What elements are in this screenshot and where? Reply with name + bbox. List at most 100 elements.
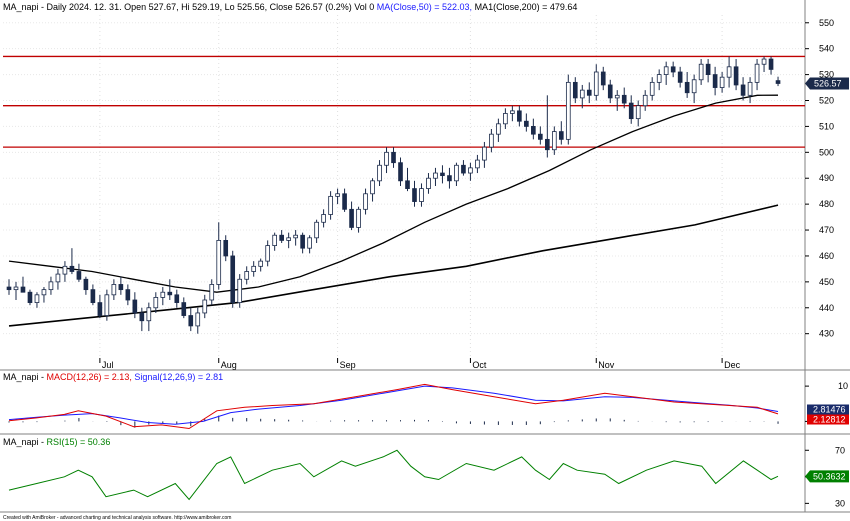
candle	[335, 188, 340, 205]
candle-body	[551, 131, 557, 151]
candle-body	[90, 289, 96, 303]
candle	[440, 165, 445, 184]
candle	[461, 160, 466, 176]
candle-body	[726, 66, 732, 78]
candle	[216, 222, 222, 290]
candle-body	[83, 278, 89, 291]
candle-body	[363, 193, 368, 210]
candle-body	[398, 162, 403, 182]
candle-body	[279, 234, 284, 241]
candle	[146, 302, 152, 332]
candle	[62, 261, 68, 282]
candle	[726, 56, 732, 88]
candle-body	[496, 123, 501, 135]
candle-body	[733, 66, 739, 86]
time-tick-label: Nov	[598, 360, 615, 370]
candle-body	[531, 126, 536, 135]
candle	[775, 76, 781, 87]
candle-body	[377, 164, 382, 182]
candle-body	[41, 289, 47, 296]
candle	[209, 279, 215, 306]
candle-body	[705, 63, 711, 75]
candle	[342, 188, 347, 212]
candle	[391, 147, 396, 168]
candle-body	[663, 66, 669, 75]
candle	[111, 279, 117, 300]
candle	[83, 276, 89, 295]
candle	[412, 180, 417, 207]
candle	[496, 118, 501, 142]
candle-body	[370, 180, 375, 195]
candle-body	[719, 76, 725, 88]
candle-body	[125, 289, 131, 301]
candle-body	[167, 291, 173, 296]
candle	[230, 250, 236, 308]
price-tick-label: 490	[819, 173, 834, 183]
candle-body	[132, 299, 138, 314]
rsi-line	[8, 449, 779, 501]
ma50-line	[8, 94, 779, 293]
candle	[251, 261, 257, 277]
candle-body	[286, 237, 291, 241]
candle-body	[300, 234, 305, 249]
candle	[447, 167, 452, 189]
candle-body	[153, 297, 159, 309]
price-tick-label: 550	[819, 18, 834, 28]
candle	[76, 263, 82, 282]
candle-body	[503, 113, 508, 125]
candle	[635, 100, 641, 127]
price-tick-label: 440	[819, 303, 834, 313]
candle	[551, 126, 557, 155]
time-tick-label: Sep	[340, 360, 356, 370]
candle-body	[614, 94, 620, 99]
candle-body	[489, 133, 494, 148]
candle	[768, 56, 774, 75]
candle	[754, 59, 760, 91]
candle-body	[34, 294, 40, 303]
candle-body	[258, 260, 264, 267]
candle	[20, 276, 26, 293]
candlestick-series	[6, 56, 781, 334]
candle	[719, 72, 725, 93]
price-tick-label: 450	[819, 277, 834, 287]
candle	[384, 147, 389, 174]
candle	[321, 209, 326, 228]
candle	[531, 118, 536, 140]
candle	[691, 74, 697, 104]
candle	[510, 105, 515, 122]
rsi-pane-header: MA_napi - RSI(15) = 50.36	[3, 437, 110, 447]
candle	[314, 219, 319, 243]
candle	[286, 232, 291, 249]
candle-body	[642, 94, 648, 107]
candle	[90, 284, 96, 306]
candle	[97, 294, 103, 319]
candle	[747, 77, 753, 104]
candle-body	[111, 284, 117, 296]
candle	[489, 129, 494, 153]
signal-value-label: 2.12812	[813, 414, 846, 424]
candle-body	[349, 208, 354, 228]
candle	[705, 59, 711, 83]
candle	[181, 297, 187, 319]
candle	[153, 292, 159, 313]
candle-body	[342, 193, 347, 210]
price-tick-label: 470	[819, 225, 834, 235]
candle-body	[433, 172, 438, 179]
candle-body	[244, 271, 250, 280]
candle	[545, 95, 550, 158]
candle-body	[510, 110, 515, 114]
candle	[649, 77, 655, 101]
candle	[125, 284, 131, 306]
candle-body	[558, 131, 564, 140]
candle-body	[635, 105, 641, 120]
candle	[670, 61, 676, 78]
candle	[468, 162, 473, 181]
candle-body	[384, 151, 389, 166]
price-tick-label: 500	[819, 147, 834, 157]
candle	[328, 191, 333, 220]
candle	[244, 266, 250, 285]
time-tick-label: Dec	[724, 360, 741, 370]
candle-body	[740, 84, 746, 96]
candle	[503, 108, 508, 129]
